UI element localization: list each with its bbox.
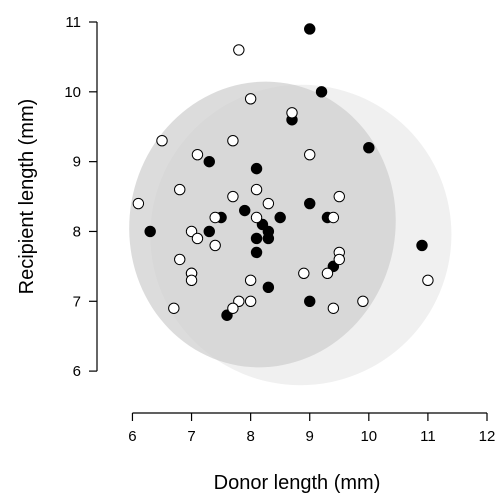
y-tick-label-6: 6: [73, 363, 81, 380]
open-point-1: [233, 44, 245, 56]
filled-point-22: [262, 281, 275, 294]
open-point-33: [227, 302, 239, 314]
y-tick-label-8: 8: [73, 223, 81, 240]
filled-point-14: [203, 225, 215, 238]
x-axis-label: Donor length (mm): [214, 472, 381, 494]
open-point-14: [209, 211, 221, 224]
filled-point-13: [144, 225, 156, 238]
open-point-30: [244, 295, 257, 307]
filled-point-1: [304, 23, 316, 35]
y-tick-label-7: 7: [73, 293, 81, 310]
open-point-22: [333, 253, 345, 266]
open-point-28: [422, 274, 434, 287]
open-point-12: [132, 197, 145, 210]
filled-point-8: [239, 204, 251, 217]
x-tick-label-9: 9: [306, 428, 314, 445]
open-point-4: [156, 134, 168, 147]
data-points: [132, 23, 434, 321]
filled-point-2: [315, 86, 328, 98]
open-point-11: [333, 190, 345, 203]
open-point-8: [174, 183, 186, 196]
y-tick-label-10: 10: [64, 84, 81, 101]
open-point-24: [298, 267, 310, 280]
filled-point-9: [274, 211, 286, 224]
open-point-19: [209, 239, 221, 252]
confidence-ellipses: [129, 81, 452, 386]
y-axis-label: Recipient length (mm): [16, 99, 38, 295]
open-point-5: [227, 134, 239, 147]
x-tick-label-11: 11: [420, 428, 436, 445]
open-point-32: [168, 302, 180, 314]
y-axis-ticks: 6 7 8 9 10 11: [64, 14, 97, 380]
open-point-27: [244, 274, 257, 287]
open-point-25: [321, 267, 334, 280]
open-point-9: [250, 183, 263, 196]
filled-point-19: [250, 246, 263, 259]
open-point-10: [227, 190, 239, 203]
open-point-6: [191, 148, 204, 161]
open-point-26: [185, 274, 198, 287]
x-tick-label-10: 10: [360, 428, 377, 445]
filled-point-16: [250, 232, 263, 245]
open-point-7: [304, 148, 316, 161]
open-point-18: [191, 232, 204, 245]
x-tick-label-7: 7: [187, 428, 195, 445]
open-point-13: [262, 197, 275, 210]
open-point-3: [286, 107, 298, 119]
y-tick-label-11: 11: [65, 14, 81, 31]
open-point-31: [357, 295, 369, 307]
filled-point-17: [262, 232, 275, 245]
x-tick-label-12: 12: [479, 428, 496, 445]
open-point-2: [244, 93, 257, 105]
filled-point-4: [363, 141, 375, 154]
x-tick-label-8: 8: [246, 428, 254, 445]
filled-point-5: [203, 155, 215, 168]
filled-point-23: [304, 295, 316, 307]
open-point-21: [174, 253, 186, 266]
filled-point-7: [304, 197, 316, 210]
filled-point-6: [250, 162, 263, 175]
open-point-16: [327, 211, 340, 224]
y-tick-label-9: 9: [73, 154, 81, 171]
x-tick-label-6: 6: [128, 428, 136, 445]
open-point-34: [327, 302, 340, 314]
open-point-15: [250, 211, 263, 224]
filled-point-18: [416, 239, 428, 252]
x-axis-ticks: 6 7 8 9 10 11 12: [128, 413, 495, 445]
